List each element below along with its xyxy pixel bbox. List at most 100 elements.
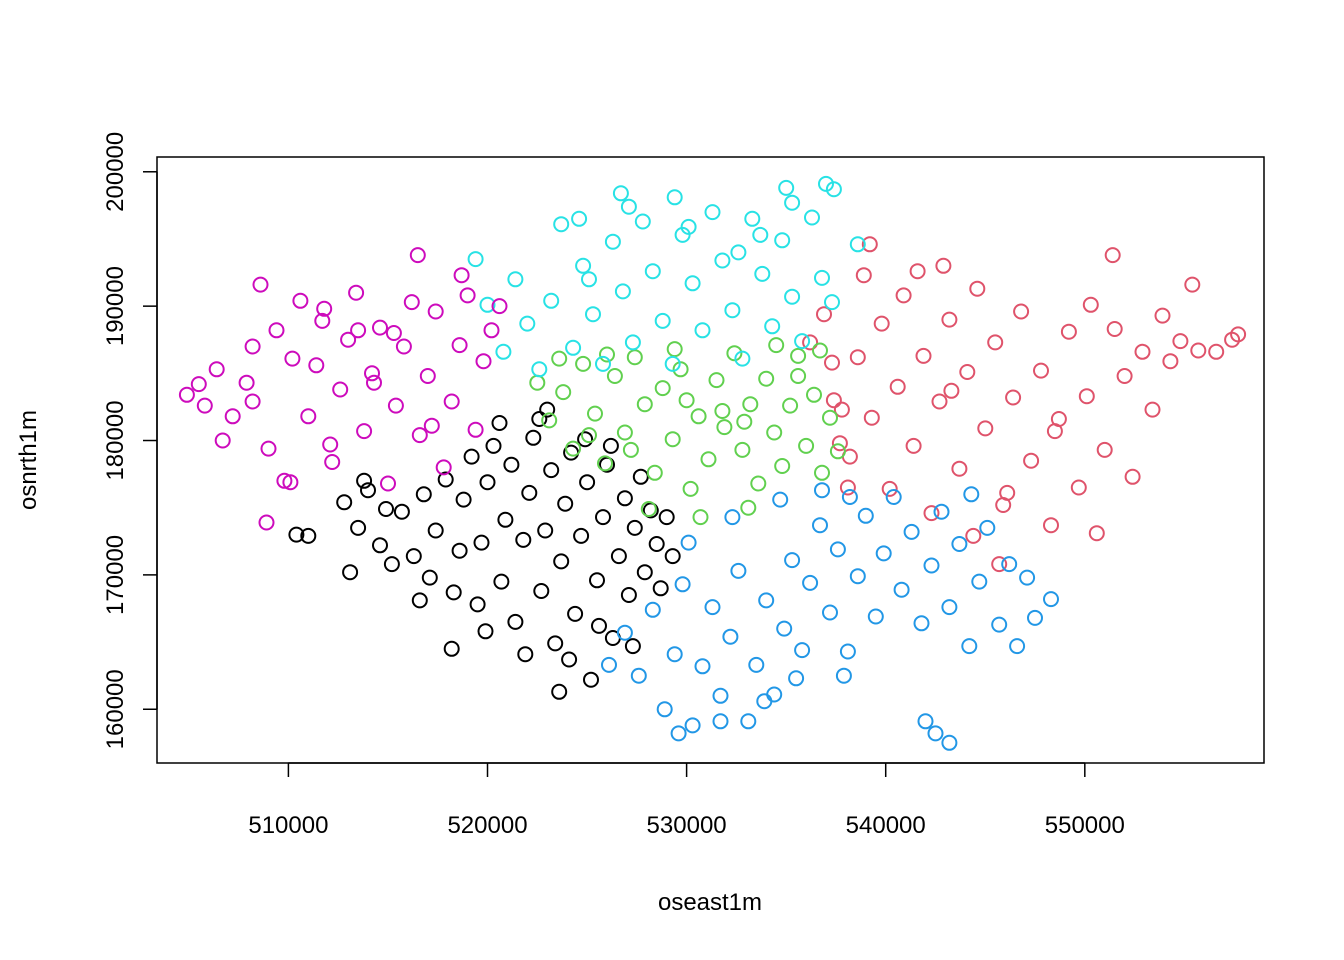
data-point bbox=[620, 587, 637, 603]
data-point bbox=[443, 393, 460, 410]
data-point bbox=[1078, 388, 1095, 405]
data-point bbox=[714, 252, 731, 269]
data-point bbox=[477, 623, 494, 640]
data-point bbox=[636, 396, 653, 413]
data-point bbox=[736, 413, 753, 430]
data-point bbox=[841, 489, 858, 505]
data-point bbox=[744, 210, 761, 227]
data-point bbox=[525, 429, 542, 446]
data-point bbox=[818, 175, 834, 192]
data-point bbox=[670, 725, 687, 742]
data-point bbox=[724, 302, 741, 319]
data-point bbox=[495, 343, 512, 360]
series-6 bbox=[178, 247, 508, 531]
data-point bbox=[553, 216, 570, 233]
data-point bbox=[372, 537, 388, 554]
y-tick-label: 190000 bbox=[102, 266, 129, 346]
data-point bbox=[421, 569, 438, 586]
data-point bbox=[822, 409, 838, 426]
data-point bbox=[861, 236, 878, 253]
data-point bbox=[752, 226, 769, 243]
data-point bbox=[644, 263, 661, 280]
data-point bbox=[716, 419, 733, 436]
data-point bbox=[411, 592, 428, 609]
data-point bbox=[758, 592, 775, 609]
data-point bbox=[616, 490, 633, 507]
data-point bbox=[971, 573, 988, 590]
data-point bbox=[393, 503, 410, 520]
data-point bbox=[601, 656, 617, 673]
data-point bbox=[1184, 276, 1201, 293]
data-point bbox=[873, 315, 890, 332]
data-point bbox=[543, 292, 560, 309]
data-point bbox=[521, 484, 538, 501]
data-point bbox=[599, 346, 615, 363]
data-point bbox=[1013, 303, 1030, 320]
x-tick-label: 540000 bbox=[846, 812, 926, 839]
data-point bbox=[455, 491, 472, 508]
data-point bbox=[178, 386, 195, 403]
data-point bbox=[951, 460, 968, 477]
data-point bbox=[1154, 307, 1171, 324]
data-point bbox=[519, 315, 536, 332]
y-axis: 160000 170000 180000 190000 200000 bbox=[102, 132, 158, 749]
data-point bbox=[531, 411, 548, 427]
series-2 bbox=[802, 236, 1247, 573]
series-5 bbox=[467, 175, 866, 378]
data-point bbox=[208, 361, 225, 378]
data-point bbox=[1116, 368, 1133, 384]
data-point bbox=[581, 271, 597, 288]
data-point bbox=[533, 583, 550, 599]
data-point bbox=[690, 408, 707, 425]
data-point bbox=[340, 331, 357, 348]
data-point bbox=[244, 393, 261, 410]
data-point bbox=[790, 347, 807, 364]
data-point bbox=[626, 349, 643, 366]
data-point bbox=[923, 505, 940, 522]
data-point bbox=[503, 456, 520, 473]
data-point bbox=[190, 376, 207, 393]
series-1 bbox=[288, 401, 681, 700]
data-point bbox=[664, 355, 681, 372]
data-point bbox=[708, 372, 725, 389]
data-point bbox=[300, 527, 317, 544]
data-point bbox=[575, 355, 592, 372]
data-point bbox=[991, 616, 1008, 633]
data-point bbox=[863, 409, 880, 426]
data-point bbox=[704, 599, 721, 616]
data-point bbox=[1001, 556, 1018, 573]
data-point bbox=[565, 339, 582, 356]
data-point bbox=[802, 334, 819, 351]
data-point bbox=[1134, 343, 1151, 360]
data-point bbox=[485, 437, 502, 454]
data-point bbox=[597, 455, 613, 472]
data-point bbox=[730, 562, 747, 579]
data-point bbox=[443, 640, 460, 657]
x-tick-label: 550000 bbox=[1045, 812, 1125, 839]
data-point bbox=[467, 251, 484, 268]
data-point bbox=[917, 713, 934, 730]
y-tick-label: 170000 bbox=[102, 535, 129, 615]
data-point bbox=[636, 564, 653, 581]
data-point bbox=[1190, 342, 1207, 359]
data-point bbox=[453, 267, 470, 284]
data-point bbox=[557, 495, 574, 512]
data-point bbox=[839, 643, 856, 660]
data-point bbox=[551, 350, 568, 367]
data-point bbox=[875, 545, 892, 562]
data-point bbox=[620, 198, 637, 215]
data-point bbox=[1208, 343, 1225, 360]
data-point bbox=[626, 519, 643, 536]
data-point bbox=[214, 432, 231, 449]
data-point bbox=[366, 374, 382, 391]
data-point bbox=[547, 635, 564, 652]
data-point bbox=[712, 713, 729, 730]
data-point bbox=[646, 464, 663, 481]
data-point bbox=[740, 713, 757, 730]
data-point bbox=[674, 576, 691, 593]
data-point bbox=[423, 417, 440, 434]
data-point bbox=[612, 185, 629, 202]
data-point bbox=[459, 287, 476, 304]
data-point bbox=[336, 494, 353, 511]
data-point bbox=[1124, 468, 1141, 485]
